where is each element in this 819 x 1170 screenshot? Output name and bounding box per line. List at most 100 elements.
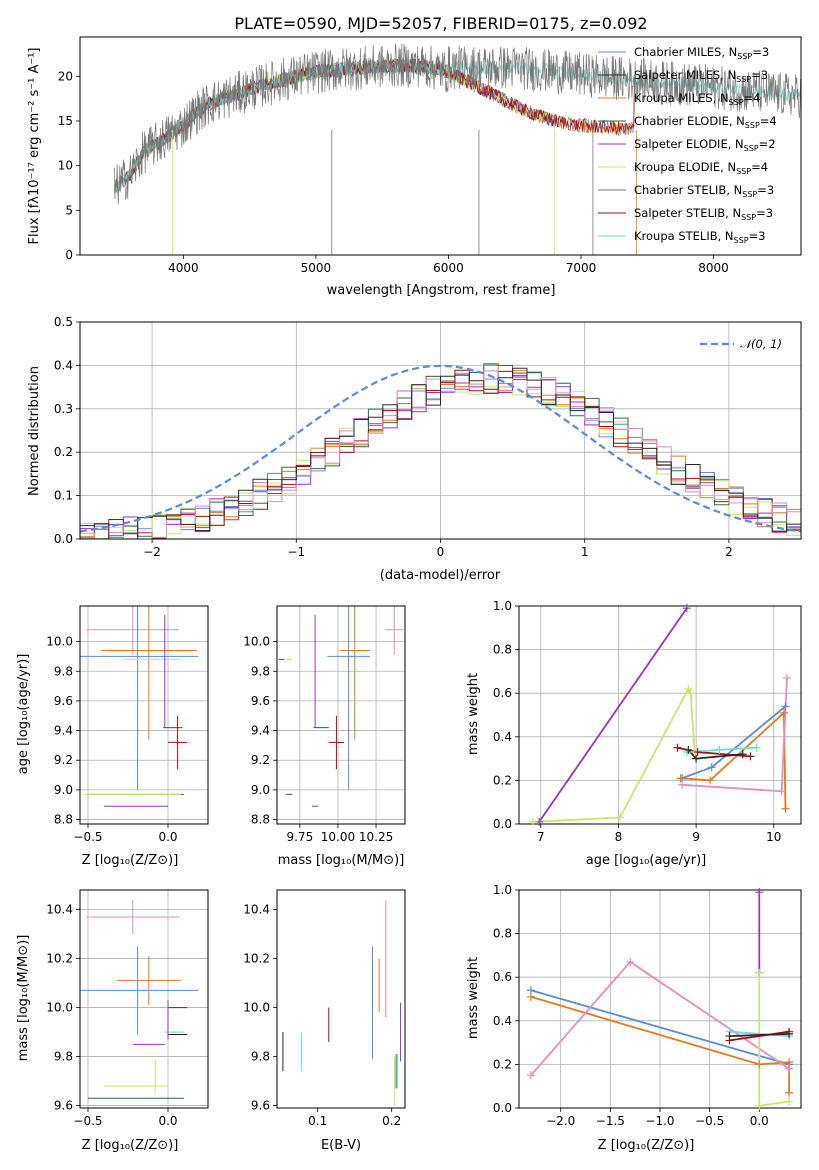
mass-vs-ebv-panel: E(B-V) 0.1 0.2 9.6 9.8 10.0 10.2 10.4: [243, 889, 406, 1153]
mass_vs_z-plot-area: [80, 899, 199, 1099]
weight_vs_age-series-2-marker-1: [707, 763, 716, 772]
age-vs-z-panel: Z [log₁₀(Z/Z⊙)] age [log₁₀(age/yr)] −0.5…: [16, 605, 209, 868]
residuals-ytick-label-0: 0.0: [54, 532, 73, 546]
spectrum-legend-entry-1: Salpeter MILES, NSSP=3: [634, 68, 768, 84]
mass_vs_ebv-ytick-label-1: 9.8: [251, 1050, 270, 1064]
weight_vs_age-series-7: [682, 677, 788, 793]
weight-vs-z-ylabel: mass weight: [466, 957, 481, 1039]
spectrum-ytick-label-2: 10: [58, 159, 73, 173]
weight_vs_age-series-3-marker-3: [781, 804, 790, 813]
weight_vs_age-series-7-marker-0: [678, 780, 687, 789]
weight_vs_z-series-4-marker-1: [755, 1101, 764, 1110]
age_vs_z-xtick-label-1: 0.0: [158, 830, 177, 844]
weight_vs_age-series-0: [538, 607, 688, 823]
age-vs-z-ylabel: age [log₁₀(age/yr)]: [16, 654, 31, 775]
mass_vs_z-xtick-label-0: −0.5: [73, 1114, 102, 1128]
spectrum-legend-entry-0: Chabrier MILES, NSSP=3: [634, 45, 769, 61]
weight_vs_z-xtick-label-3: −0.5: [695, 1114, 724, 1128]
spectrum-xtick-label-2: 6000: [433, 261, 464, 275]
residuals-xtick-label-2: 0: [437, 545, 445, 559]
age_vs_mass-ytick-label-4: 9.6: [251, 694, 270, 708]
weight_vs_age-series-7-marker-2: [783, 673, 792, 682]
weight-vs-age-panel: age [log₁₀(age/yr)] mass weight 7 8 9 10 0.0…: [466, 599, 802, 868]
weight_vs_z-series-7-marker-0: [725, 1032, 734, 1041]
mass_vs_ebv-ytick-label-0: 9.6: [251, 1099, 270, 1113]
gaussian-legend-label: 𝒩(0, 1): [740, 337, 782, 351]
spectrum-legend-entry-3: Chabrier ELODIE, NSSP=4: [634, 114, 777, 130]
age_vs_z-ytick-label-1: 9.0: [54, 783, 73, 797]
residuals-panel: (data-model)/error Normed distribution −…: [27, 315, 802, 583]
weight_vs_z-frame: [518, 889, 802, 1109]
weight_vs_z-series-1-marker-1: [755, 1060, 764, 1069]
mass_vs_ebv-xtick-label-0: 0.1: [308, 1114, 327, 1128]
weight_vs_age-series-5-marker-1: [715, 745, 724, 754]
weight_vs_age-series-2: [681, 705, 787, 780]
age_vs_z-ytick-label-3: 9.4: [54, 724, 73, 738]
weight_vs_z-series-2-marker-2: [785, 1064, 794, 1073]
weight_vs_age-series-1: [532, 686, 696, 823]
mass_vs_ebv-ytick-label-4: 10.4: [243, 903, 270, 917]
weight_vs_z-series-5: [729, 1030, 790, 1042]
spectrum-xtick-label-0: 4000: [168, 261, 199, 275]
spectrum-ytick-label-0: 0: [65, 248, 73, 262]
weight_vs_age-series-4-marker-0: [673, 743, 682, 752]
weight_vs_age-series-2-marker-2: [781, 702, 790, 711]
weight_vs_age-plot-area: [532, 607, 788, 823]
age_vs_mass-ytick-label-2: 9.2: [251, 753, 270, 767]
mass-vs-ebv-xlabel: E(B-V): [321, 1138, 361, 1153]
weight_vs_z-xtick-label-2: −1.0: [645, 1114, 674, 1128]
age_vs_mass-ytick-label-0: 8.8: [251, 813, 270, 827]
weight_vs_z-series-4: [758, 972, 790, 1107]
age_vs_mass-ytick-label-5: 9.8: [251, 664, 270, 678]
age_vs_mass-frame: [276, 605, 406, 825]
age_vs_z-xtick-label-0: −0.5: [73, 830, 102, 844]
age_vs_z-ytick-label-4: 9.6: [54, 694, 73, 708]
weight_vs_age-xtick-label-0: 7: [537, 830, 545, 844]
mass-vs-z-panel: Z [log₁₀(Z/Z⊙)] mass [log₁₀(M/M⊙)] −0.5 0…: [16, 889, 209, 1153]
residuals-xlabel: (data-model)/error: [380, 568, 501, 583]
weight_vs_age-xtick-label-1: 8: [615, 830, 623, 844]
weight-vs-age-xlabel: age [log₁₀(age/yr)]: [586, 853, 707, 868]
mass_vs_z-ytick-label-1: 9.8: [54, 1050, 73, 1064]
weight_vs_z-series-3-marker-1: [755, 888, 764, 897]
weight_vs_z-xtick-label-1: −1.5: [596, 1114, 625, 1128]
age_vs_mass-xtick-label-0: 9.75: [286, 830, 313, 844]
weight_vs_z-ytick-label-5: 1.0: [493, 883, 512, 897]
weight_vs_z-ytick-label-3: 0.6: [493, 970, 512, 984]
mass_vs_ebv-plot-area: [282, 899, 402, 1106]
weight_vs_z-ytick-label-4: 0.8: [493, 927, 512, 941]
gaussian-curve: [80, 364, 801, 533]
weight_vs_z-ytick-label-1: 0.2: [493, 1057, 512, 1071]
age_vs_mass-xtick-label-1: 10.00: [321, 830, 355, 844]
weight_vs_age-ytick-label-5: 1.0: [493, 599, 512, 613]
weight_vs_age-ytick-label-3: 0.6: [493, 686, 512, 700]
residuals-xtick-label-4: 2: [725, 545, 733, 559]
spectrum-legend-entry-5: Kroupa ELODIE, NSSP=4: [634, 160, 768, 176]
weight_vs_z-series-1-marker-0: [526, 992, 535, 1001]
age_vs_z-plot-area: [80, 606, 199, 807]
weight_vs_age-frame: [518, 605, 802, 825]
mass-vs-z-xlabel: Z [log₁₀(Z/Z⊙)]: [82, 1138, 179, 1153]
weight_vs_z-series-7: [729, 1033, 790, 1037]
spectrum-xtick-label-1: 5000: [301, 261, 332, 275]
spectrum-frame: [79, 36, 802, 256]
residuals-ytick-label-4: 0.4: [54, 358, 73, 372]
weight_vs_z-xtick-label-0: −2.0: [546, 1114, 575, 1128]
spectrum-ytick-label-3: 15: [58, 114, 73, 128]
weight_vs_age-series-6-marker-2: [738, 750, 747, 759]
age_vs_z-frame: [79, 605, 209, 825]
weight_vs_z-series-1: [530, 995, 790, 1093]
weight_vs_z-xtick-label-4: 0.0: [750, 1114, 769, 1128]
spectrum-legend-entry-4: Salpeter ELODIE, NSSP=2: [634, 137, 776, 153]
residuals-xtick-label-3: 1: [581, 545, 589, 559]
residuals-ytick-label-1: 0.1: [54, 489, 73, 503]
mass_vs_z-ytick-label-0: 9.6: [54, 1099, 73, 1113]
weight_vs_age-ytick-label-4: 0.8: [493, 643, 512, 657]
weight_vs_age-series-3: [680, 710, 787, 809]
weight_vs_z-series-1-marker-3: [785, 1088, 794, 1097]
age_vs_mass-plot-area: [278, 606, 404, 807]
weight_vs_age-series-5-marker-2: [752, 743, 761, 752]
residuals-ytick-label-2: 0.2: [54, 445, 73, 459]
age_vs_z-ytick-label-2: 9.2: [54, 753, 73, 767]
